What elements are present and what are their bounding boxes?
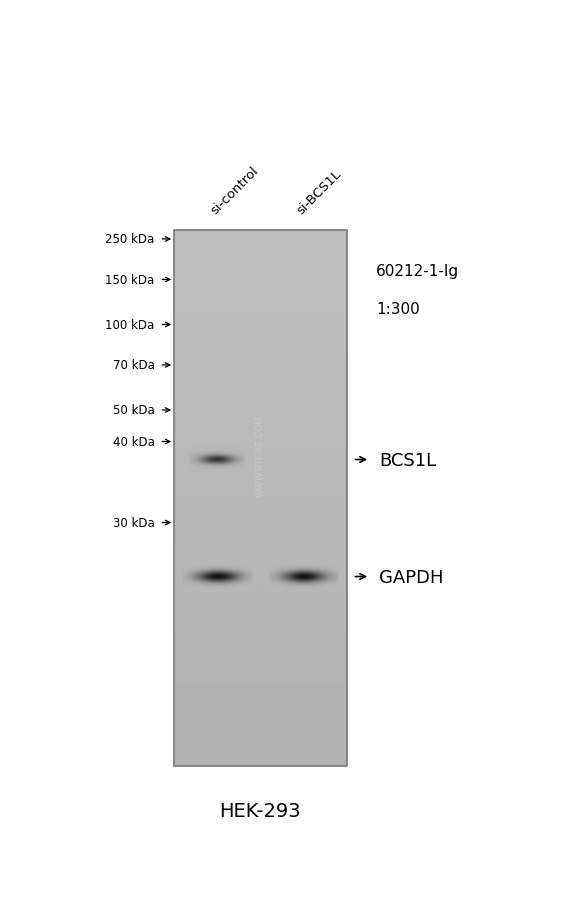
Text: 150 kDa: 150 kDa <box>105 273 155 287</box>
Text: WWW.PTGAE.COM: WWW.PTGAE.COM <box>256 415 265 496</box>
Text: 100 kDa: 100 kDa <box>105 318 155 332</box>
Text: 30 kDa: 30 kDa <box>113 517 155 529</box>
Text: 70 kDa: 70 kDa <box>113 359 155 372</box>
Bar <box>174 231 347 766</box>
Text: 250 kDa: 250 kDa <box>105 234 155 246</box>
Text: 50 kDa: 50 kDa <box>113 404 155 417</box>
Text: 1:300: 1:300 <box>376 301 420 317</box>
Text: GAPDH: GAPDH <box>379 568 443 586</box>
Text: HEK-293: HEK-293 <box>219 801 301 820</box>
Text: 40 kDa: 40 kDa <box>113 436 155 448</box>
Text: 60212-1-Ig: 60212-1-Ig <box>376 263 459 279</box>
Text: si-BCS1L: si-BCS1L <box>295 168 344 217</box>
Text: si-control: si-control <box>208 164 261 217</box>
Text: BCS1L: BCS1L <box>379 451 436 469</box>
